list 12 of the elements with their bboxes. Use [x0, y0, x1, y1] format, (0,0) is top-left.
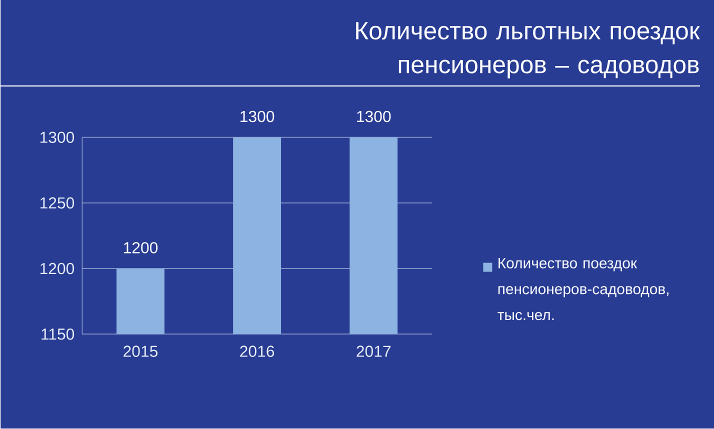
y-tick-label: 1250: [40, 197, 74, 209]
y-tick-label: 1300: [40, 132, 74, 144]
x-tick-label: 2017: [356, 346, 391, 358]
x-tick-label: 2015: [124, 346, 158, 358]
y-tick-label: 1150: [42, 328, 74, 340]
y-tick-label: 1200: [40, 263, 74, 274]
data-label: 1300: [240, 111, 274, 122]
legend-label: Количество поездок пенсионеров-садоводов, тыс.чел.: [498, 258, 668, 320]
x-tick-label: 2016: [240, 346, 274, 358]
data-label: 1300: [357, 111, 391, 122]
text: Количество льготных поездок пенсионеров – садоводов: [356, 22, 700, 78]
data-label: 1200: [124, 242, 158, 254]
